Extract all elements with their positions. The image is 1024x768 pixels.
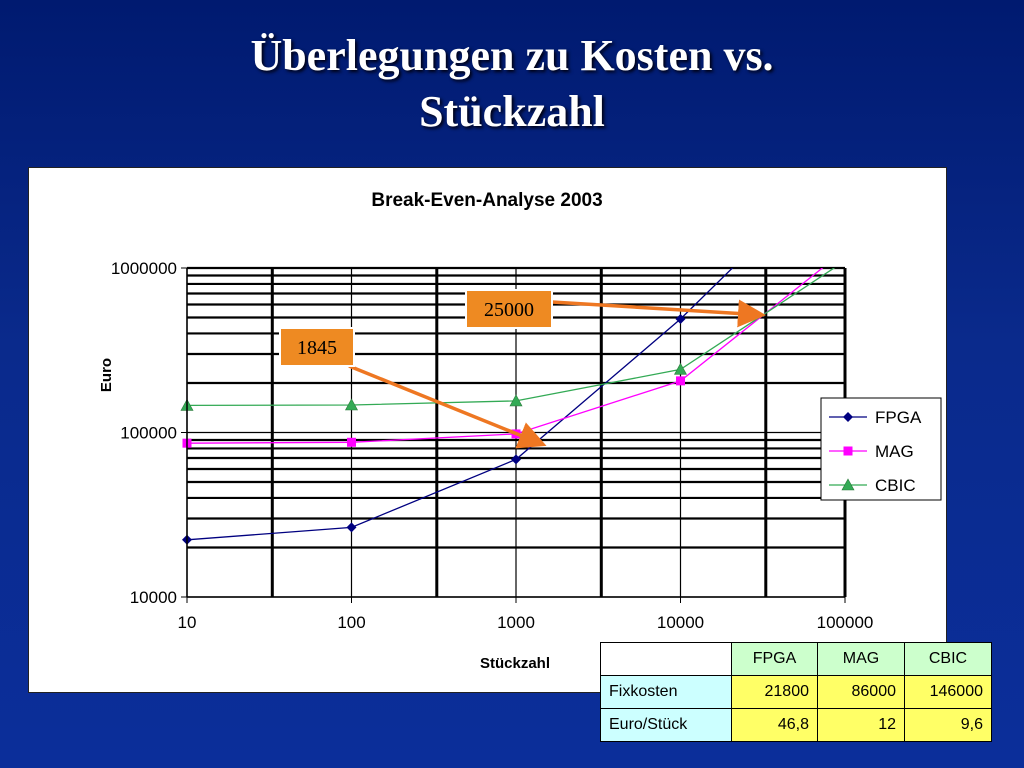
table-header-cbic: CBIC: [904, 642, 992, 676]
y-tick-label: 10000: [130, 588, 177, 607]
data-point-mag: [676, 376, 685, 386]
slide-title-line1: Überlegungen zu Kosten vs.: [250, 31, 774, 80]
legend-label-mag: MAG: [875, 442, 914, 461]
y-tick-label: 100000: [120, 424, 177, 443]
data-point-fpga: [346, 522, 357, 533]
annotation-box: [465, 289, 553, 329]
table-cell: 86000: [817, 675, 905, 709]
x-tick-label: 100: [337, 613, 365, 632]
x-tick-label: 100000: [817, 613, 874, 632]
data-point-mag: [347, 437, 356, 447]
data-point-cbic: [509, 394, 523, 407]
table-header-fpga: FPGA: [731, 642, 818, 676]
cost-table: FPGA MAG CBIC Fixkosten 21800 86000 1460…: [600, 642, 992, 742]
legend-label-fpga: FPGA: [875, 408, 922, 427]
legend: [820, 397, 942, 501]
table-cell: 146000: [904, 675, 992, 709]
legend-marker-cbic: [841, 478, 855, 491]
annotation-arrow: [348, 364, 547, 449]
annotation-label: 1845: [297, 337, 337, 359]
table-row: Fixkosten 21800 86000 146000: [600, 675, 992, 709]
x-tick-label: 1000: [497, 613, 535, 632]
slide-title-line2: Stückzahl: [419, 87, 605, 136]
y-axis-label: Euro: [98, 358, 115, 392]
legend-label-cbic: CBIC: [875, 476, 916, 495]
table-cell: 21800: [731, 675, 818, 709]
table-corner-cell: [600, 642, 732, 676]
table-header-mag: MAG: [817, 642, 905, 676]
table-cell: 9,6: [904, 708, 992, 742]
break-even-chart: 10 100 1000 10000 100000 10000 100000 1000000 1…: [98, 190, 942, 672]
data-point-fpga: [675, 313, 686, 324]
annotation-arrow: [551, 299, 766, 328]
data-point-cbic: [673, 362, 688, 375]
slide-title: Überlegungen zu Kosten vs. Stückzahl: [0, 28, 1024, 140]
table-cell: 12: [817, 708, 905, 742]
table-row: Euro/Stück 46,8 12 9,6: [600, 708, 992, 742]
legend-marker-mag: [843, 446, 853, 456]
x-axis-label: Stückzahl: [480, 655, 550, 672]
data-point-fpga: [511, 454, 521, 465]
y-tick-label: 1000000: [111, 259, 177, 278]
data-point-cbic: [344, 398, 359, 411]
table-row-label: Fixkosten: [600, 675, 732, 709]
x-tick-label: 10: [178, 613, 197, 632]
annotation-label: 25000: [484, 299, 534, 321]
chart-panel: 10 100 1000 10000 100000 10000 100000 1000000 1…: [28, 167, 947, 693]
x-tick-label: 10000: [657, 613, 704, 632]
legend-marker-fpga: [843, 412, 853, 422]
table-row-label: Euro/Stück: [600, 708, 732, 742]
chart-title: Break-Even-Analyse 2003: [371, 190, 602, 211]
table-header-row: FPGA MAG CBIC: [600, 642, 992, 676]
annotation-box: [279, 327, 355, 367]
table-cell: 46,8: [731, 708, 818, 742]
